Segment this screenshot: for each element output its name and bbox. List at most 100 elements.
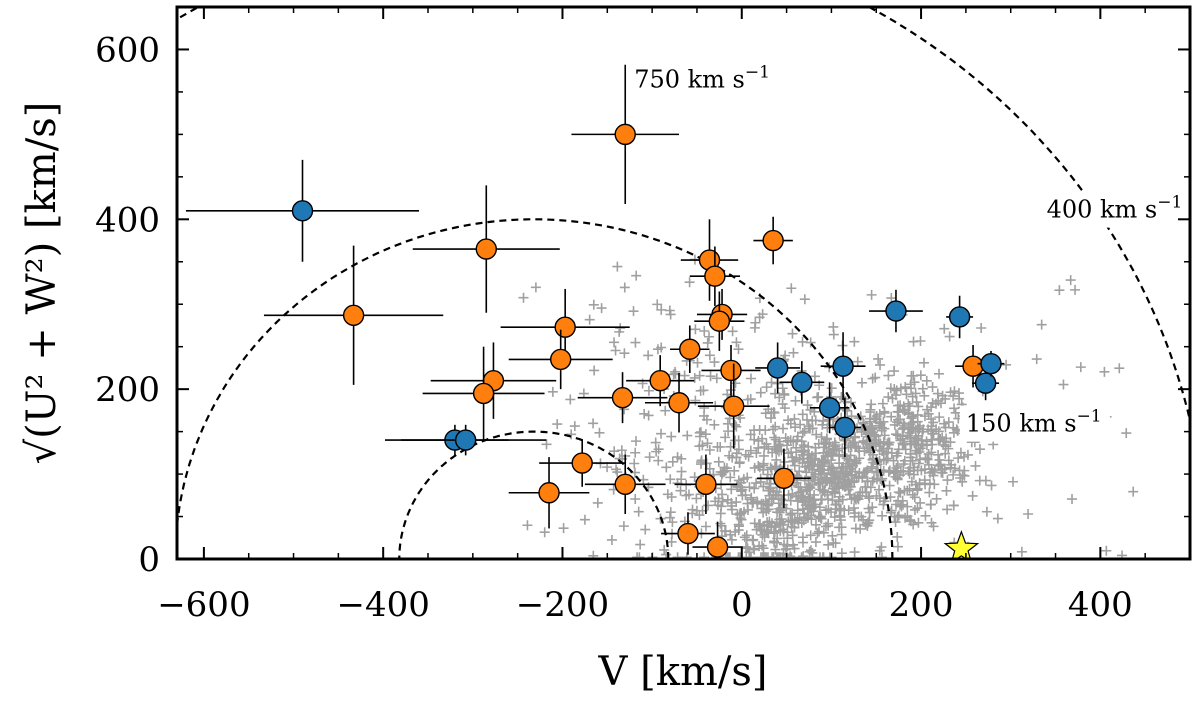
orange-data-point <box>472 382 495 405</box>
background-star-marker <box>860 481 871 492</box>
background-star-marker <box>676 453 687 464</box>
background-star-marker <box>843 505 854 516</box>
background-star-marker <box>909 504 920 515</box>
background-star-marker <box>779 539 790 550</box>
background-star-marker <box>893 414 904 425</box>
x-tick-label: −400 <box>336 585 429 625</box>
background-star-marker <box>609 446 620 457</box>
background-star-marker <box>653 455 664 466</box>
background-star-marker <box>630 436 641 447</box>
background-star-marker <box>970 460 981 471</box>
background-star-marker <box>541 439 552 450</box>
background-star-marker <box>684 277 695 288</box>
background-star-marker <box>866 420 877 431</box>
background-star-marker <box>787 530 798 541</box>
background-star-marker <box>948 391 959 402</box>
background-star-marker <box>907 455 918 466</box>
background-star-marker <box>919 475 930 486</box>
background-star-marker <box>811 429 822 440</box>
blue-data-point <box>291 200 314 222</box>
background-star-marker <box>944 331 955 342</box>
background-star-marker <box>950 407 961 418</box>
background-star-marker <box>644 452 655 463</box>
background-star-marker <box>795 419 806 430</box>
curve-label-unit: km s <box>1012 410 1077 438</box>
background-star-marker <box>785 435 796 446</box>
background-star-marker <box>932 388 943 399</box>
background-star-marker <box>732 480 743 491</box>
background-star-marker <box>1128 486 1139 497</box>
background-star-marker <box>777 383 788 394</box>
background-star-marker <box>675 485 686 496</box>
background-star-marker <box>949 403 960 414</box>
background-star-marker <box>616 445 627 456</box>
y-axis-label: √(U² + W²) [km/s] <box>19 102 65 465</box>
background-star-marker <box>914 446 925 457</box>
background-star-marker <box>915 497 926 508</box>
background-star-marker <box>921 375 932 386</box>
background-star-marker <box>976 322 987 333</box>
background-star-marker <box>704 331 715 342</box>
background-star-marker <box>875 474 886 485</box>
background-star-marker <box>890 517 901 528</box>
axis-ticks-layer: −600 −400 −200 0 200 400 0 200 400 600 <box>95 6 1191 625</box>
background-star-marker <box>836 391 847 402</box>
background-star-marker <box>829 512 840 523</box>
background-star-marker <box>889 366 900 377</box>
background-star-marker <box>652 344 663 355</box>
background-star-marker <box>643 350 654 361</box>
background-star-marker <box>770 421 781 432</box>
background-star-marker <box>862 476 873 487</box>
background-star-marker <box>974 444 985 455</box>
background-star-marker <box>876 475 887 486</box>
background-star-marker <box>822 450 833 461</box>
background-star-marker <box>1067 494 1077 505</box>
background-star-marker <box>694 510 705 521</box>
background-star-marker <box>588 550 599 559</box>
background-star-marker <box>777 423 788 434</box>
background-star-marker <box>643 385 654 396</box>
background-star-marker <box>761 382 772 393</box>
background-star-marker <box>726 484 737 495</box>
background-star-marker <box>926 447 937 458</box>
background-star-marker <box>827 530 838 541</box>
y-tick-label: 0 <box>138 540 160 580</box>
background-star-marker <box>843 484 854 495</box>
background-star-marker <box>783 415 794 426</box>
background-star-marker <box>1099 366 1110 377</box>
background-star-marker <box>765 462 776 473</box>
orange-data-point <box>679 338 701 360</box>
background-star-marker <box>892 541 903 552</box>
background-star-marker <box>935 398 946 409</box>
background-star-marker <box>814 464 825 475</box>
curve-label-value: 400 <box>1047 196 1093 224</box>
background-star-marker <box>729 465 740 476</box>
orange-data-point <box>962 355 984 377</box>
background-star-marker <box>630 493 641 504</box>
background-star-marker <box>900 512 911 523</box>
x-axis-label: V [km/s] <box>598 649 768 695</box>
velocity-curve <box>177 7 1190 426</box>
background-star-marker <box>809 371 820 382</box>
background-star-marker <box>749 434 760 445</box>
background-star-marker <box>890 429 901 440</box>
background-star-marker <box>810 442 821 453</box>
orange-data-point <box>571 452 593 474</box>
background-star-marker <box>810 537 821 548</box>
orange-data-point <box>611 386 634 409</box>
curve-label-value: 750 <box>634 66 680 94</box>
background-star-marker <box>690 324 701 335</box>
background-star-marker <box>783 490 794 501</box>
background-star-marker <box>898 423 909 434</box>
background-star-marker <box>652 299 663 310</box>
background-star-marker <box>629 458 640 469</box>
background-star-marker <box>904 514 915 525</box>
blue-data-point <box>766 357 789 379</box>
background-star-marker <box>918 357 929 368</box>
background-star-marker <box>798 551 809 559</box>
background-star-marker <box>919 390 930 401</box>
x-tick-label: −200 <box>516 585 609 625</box>
sun-star-marker <box>943 530 980 559</box>
background-star-marker <box>662 489 673 500</box>
background-star-marker <box>1058 379 1069 390</box>
